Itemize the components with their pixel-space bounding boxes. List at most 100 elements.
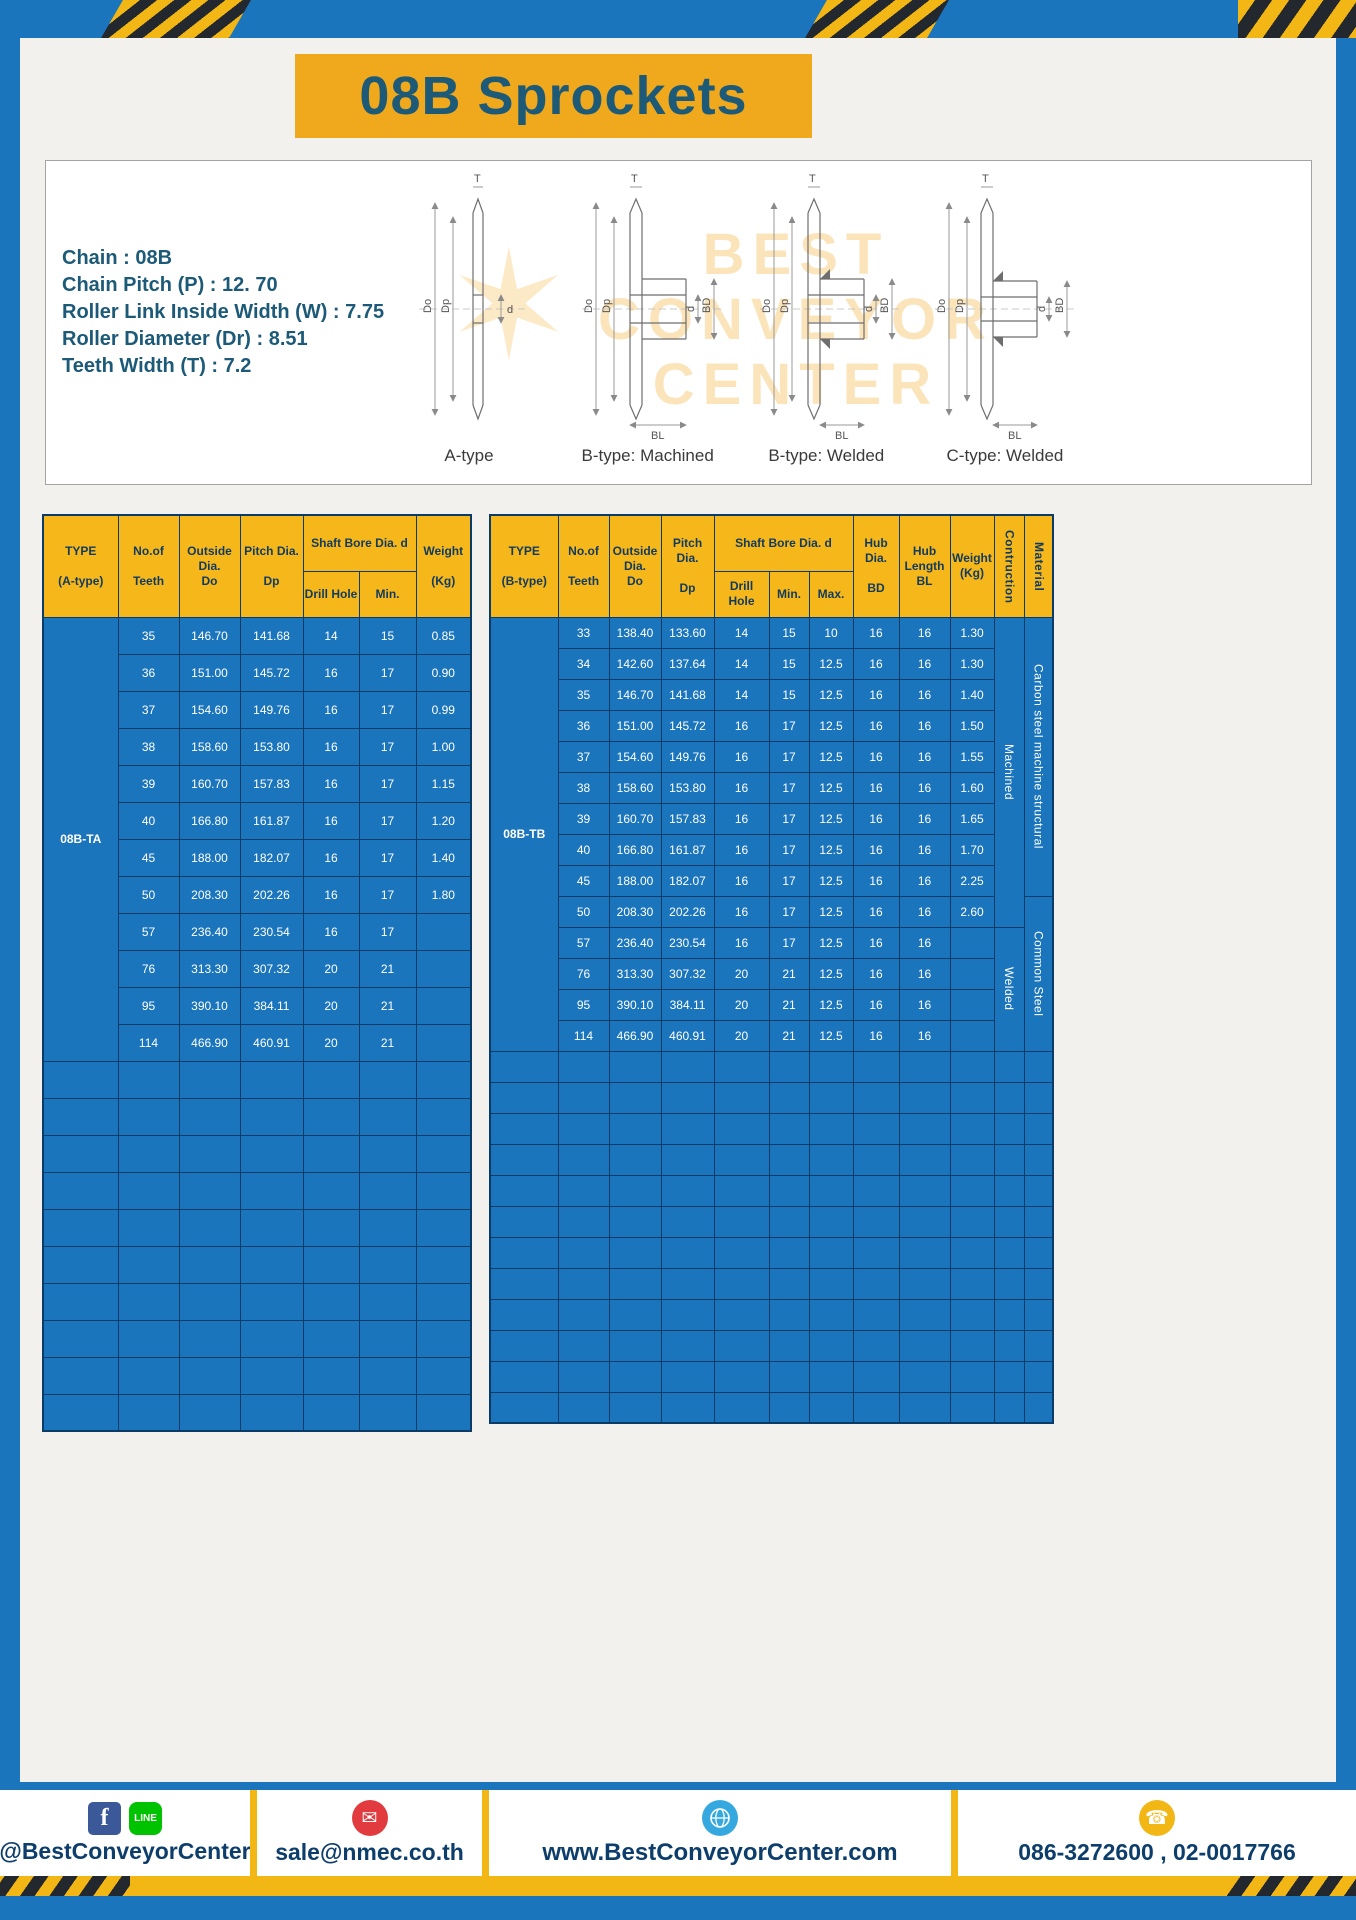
empty-row: [42, 1171, 472, 1210]
empty-cell: [660, 1267, 715, 1300]
empty-cell: [768, 1267, 810, 1300]
empty-cell: [852, 1298, 900, 1331]
cell: 1.70: [949, 833, 995, 866]
empty-cell: [358, 1282, 417, 1321]
cell: 114: [557, 1019, 610, 1052]
cell: 16: [852, 740, 900, 773]
cell: 2.60: [949, 895, 995, 928]
cell: 16: [852, 1019, 900, 1052]
cell: 16: [852, 864, 900, 897]
cell: 14: [302, 616, 360, 655]
cell: 0.85: [415, 616, 472, 655]
spec-tables: TYPE (A-type) No.of Teeth Outside Dia. D…: [42, 514, 1336, 1432]
cell: 0.90: [415, 653, 472, 692]
cell: 17: [358, 690, 417, 729]
empty-cell: [608, 1236, 662, 1269]
empty-cell: [660, 1081, 715, 1114]
table-row: 08B-TB 33 138.40 133.60 14 15 10 16 16 1.30 Machin…: [489, 616, 1054, 1052]
cell: 16: [302, 727, 360, 766]
empty-cell: [808, 1236, 854, 1269]
cell: 1.20: [415, 801, 472, 840]
empty-cell: [608, 1081, 662, 1114]
cell: 160.70: [608, 802, 662, 835]
cell: 188.00: [178, 838, 241, 877]
empty-row: [489, 1267, 1054, 1300]
cell: 16: [898, 895, 951, 928]
empty-cell: [489, 1050, 559, 1083]
svg-text:T: T: [982, 173, 989, 185]
cell: 17: [768, 864, 810, 897]
cell: 157.83: [660, 802, 715, 835]
cell: 20: [302, 1023, 360, 1062]
empty-cell: [557, 1205, 610, 1238]
empty-cell: [302, 1060, 360, 1099]
type-cell: 08B-TB: [489, 616, 559, 1052]
cell: 14: [713, 678, 770, 711]
empty-row: [489, 1081, 1054, 1114]
empty-cell: [489, 1143, 559, 1176]
empty-cell: [713, 1174, 770, 1207]
footer-divider: [951, 1790, 958, 1876]
empty-cell: [949, 1329, 995, 1362]
cell: 16: [852, 833, 900, 866]
cell: 45: [557, 864, 610, 897]
cell: 16: [898, 988, 951, 1021]
header-max: Max.: [808, 570, 854, 618]
empty-cell: [358, 1134, 417, 1173]
empty-cell: [239, 1171, 304, 1210]
empty-row: [489, 1360, 1054, 1393]
cell: 313.30: [608, 957, 662, 990]
empty-cell: [178, 1356, 241, 1395]
empty-cell: [42, 1319, 119, 1358]
cell: 15: [768, 647, 810, 680]
empty-cell: [239, 1282, 304, 1321]
empty-cell: [852, 1174, 900, 1207]
globe-icon: [702, 1799, 738, 1836]
figure-caption: C-type: Welded: [946, 446, 1064, 465]
empty-cell: [608, 1143, 662, 1176]
cell: 1.65: [949, 802, 995, 835]
hazard-stripe-icon: [1238, 0, 1356, 38]
cell: [949, 988, 995, 1021]
svg-text:d: d: [1036, 306, 1048, 312]
empty-cell: [415, 1097, 472, 1136]
empty-cell: [660, 1174, 715, 1207]
cell: [415, 1023, 472, 1062]
empty-cell: [178, 1245, 241, 1284]
cell: 17: [768, 833, 810, 866]
empty-row: [42, 1282, 472, 1321]
empty-cell: [178, 1319, 241, 1358]
empty-cell: [415, 1356, 472, 1395]
empty-cell: [239, 1356, 304, 1395]
empty-cell: [557, 1298, 610, 1331]
empty-cell: [808, 1050, 854, 1083]
svg-text:Dp: Dp: [601, 299, 613, 313]
empty-row: [42, 1060, 472, 1099]
empty-cell: [898, 1050, 951, 1083]
table-row: 38 158.60 153.80 16 17 1.00: [43, 727, 472, 766]
empty-cell: [1023, 1205, 1054, 1238]
cell: 16: [898, 802, 951, 835]
svg-text:Dp: Dp: [440, 299, 452, 313]
svg-text:BD: BD: [1054, 298, 1066, 313]
empty-cell: [852, 1236, 900, 1269]
empty-cell: [808, 1143, 854, 1176]
cell: 12.5: [808, 740, 854, 773]
cell: 16: [302, 801, 360, 840]
empty-cell: [415, 1134, 472, 1173]
empty-cell: [117, 1097, 180, 1136]
empty-cell: [117, 1356, 180, 1395]
cell: 50: [557, 895, 610, 928]
cell: 138.40: [608, 616, 662, 649]
empty-cell: [557, 1050, 610, 1083]
cell: 16: [302, 690, 360, 729]
cell: 1.15: [415, 764, 472, 803]
empty-cell: [1023, 1174, 1054, 1207]
cell: 142.60: [608, 647, 662, 680]
svg-text:BL: BL: [651, 430, 664, 442]
svg-text:d: d: [685, 306, 697, 312]
empty-cell: [993, 1205, 1025, 1238]
empty-cell: [1023, 1081, 1054, 1114]
empty-cell: [993, 1050, 1025, 1083]
cell: 16: [302, 653, 360, 692]
